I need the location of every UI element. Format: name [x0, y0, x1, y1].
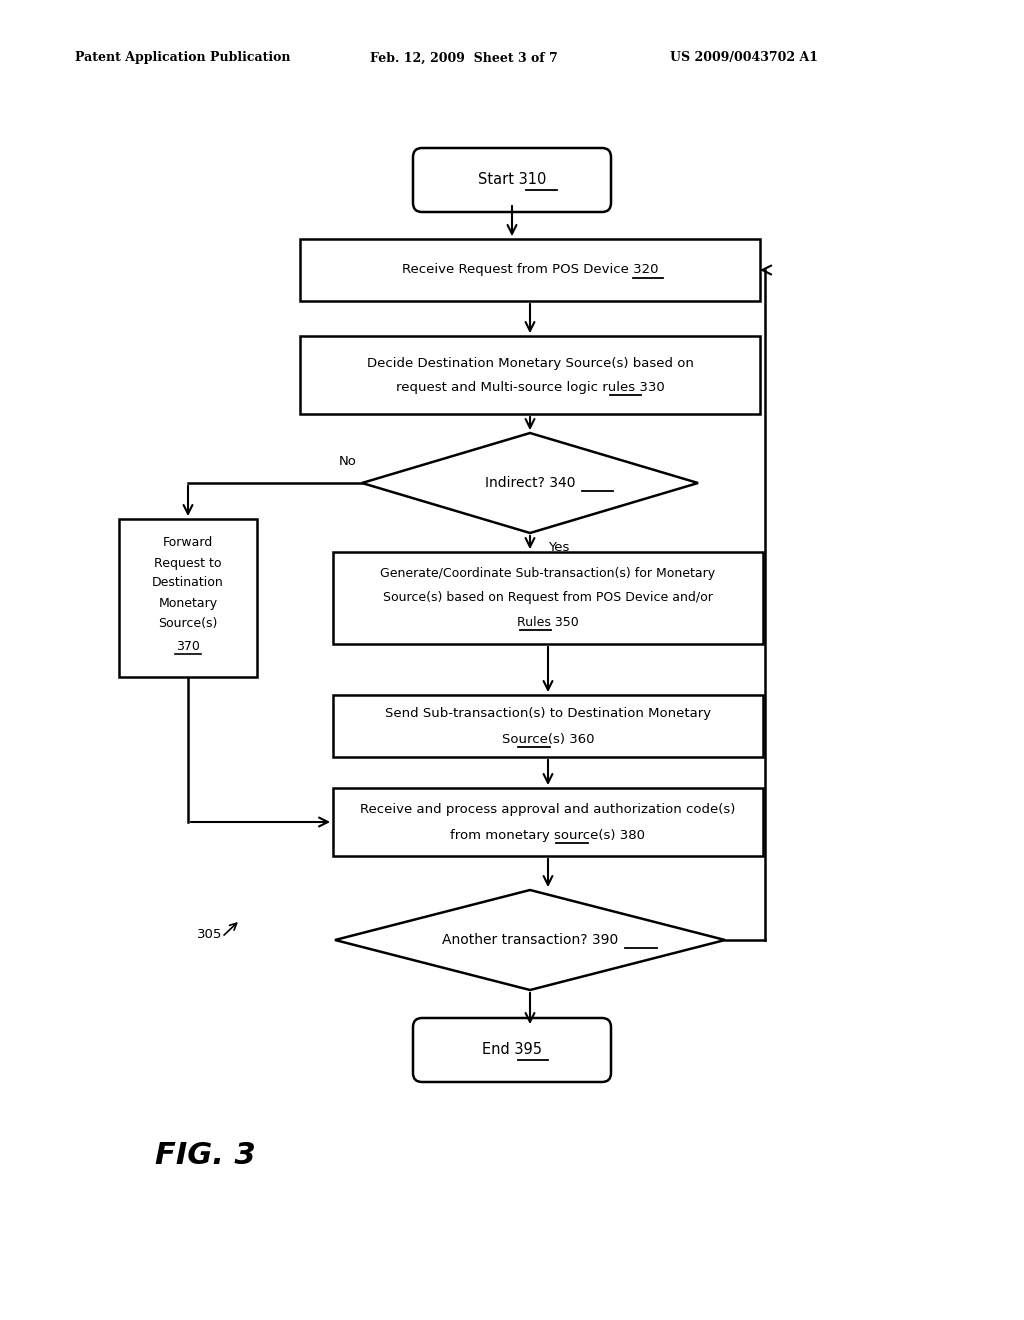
Bar: [300, 337, 760, 414]
Bar: [333, 788, 763, 855]
Text: No: No: [339, 455, 357, 469]
Bar: [333, 552, 763, 644]
Text: Indirect? 340: Indirect? 340: [484, 477, 575, 490]
Text: Monetary: Monetary: [159, 597, 217, 610]
Text: Patent Application Publication: Patent Application Publication: [75, 51, 291, 65]
Polygon shape: [335, 890, 725, 990]
Text: Source(s) 360: Source(s) 360: [502, 733, 594, 746]
Text: 370: 370: [176, 639, 200, 652]
Text: Decide Destination Monetary Source(s) based on: Decide Destination Monetary Source(s) ba…: [367, 356, 693, 370]
Text: Generate/Coordinate Sub-transaction(s) for Monetary: Generate/Coordinate Sub-transaction(s) f…: [381, 568, 716, 581]
Text: Another transaction? 390: Another transaction? 390: [442, 933, 618, 946]
Text: Yes: Yes: [548, 541, 569, 554]
Text: Destination: Destination: [153, 577, 224, 590]
Text: from monetary source(s) 380: from monetary source(s) 380: [451, 829, 645, 842]
Text: Send Sub-transaction(s) to Destination Monetary: Send Sub-transaction(s) to Destination M…: [385, 706, 711, 719]
Text: Request to: Request to: [155, 557, 222, 569]
Polygon shape: [362, 433, 698, 533]
FancyBboxPatch shape: [413, 1018, 611, 1082]
Text: Receive and process approval and authorization code(s): Receive and process approval and authori…: [360, 803, 735, 816]
Text: Feb. 12, 2009  Sheet 3 of 7: Feb. 12, 2009 Sheet 3 of 7: [370, 51, 558, 65]
Bar: [300, 239, 760, 301]
Text: End 395: End 395: [482, 1043, 542, 1057]
Text: Forward: Forward: [163, 536, 213, 549]
Text: 305: 305: [198, 928, 222, 941]
Text: Source(s) based on Request from POS Device and/or: Source(s) based on Request from POS Devi…: [383, 591, 713, 605]
Text: Source(s): Source(s): [159, 616, 218, 630]
Text: Rules 350: Rules 350: [517, 615, 579, 628]
Text: request and Multi-source logic rules 330: request and Multi-source logic rules 330: [395, 380, 665, 393]
Text: Receive Request from POS Device 320: Receive Request from POS Device 320: [401, 264, 658, 276]
Bar: [119, 519, 257, 677]
Text: Start 310: Start 310: [478, 173, 546, 187]
Text: US 2009/0043702 A1: US 2009/0043702 A1: [670, 51, 818, 65]
Bar: [333, 696, 763, 756]
Text: FIG. 3: FIG. 3: [155, 1140, 256, 1170]
FancyBboxPatch shape: [413, 148, 611, 213]
